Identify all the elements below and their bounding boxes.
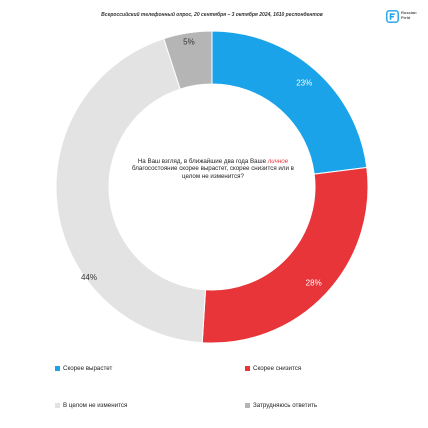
slice-decline — [201, 166, 369, 344]
slice-label-grow: 23% — [296, 78, 312, 87]
question-text-before: На Ваш взгляд, в ближайшие два года Ваше — [137, 158, 267, 165]
slice-hard-to-say — [163, 30, 213, 90]
question-highlight: личное — [267, 158, 289, 165]
logo-icon — [386, 10, 399, 23]
slice-label-no-change: 44% — [81, 273, 97, 282]
russian-field-logo: Russian Field — [386, 9, 426, 25]
header: Всероссийский телефонный опрос, 20 сентя… — [0, 9, 428, 25]
slice-label-hard-to-say: 5% — [183, 37, 195, 46]
center-question: На Ваш взгляд, в ближайшие два года Ваше… — [130, 158, 296, 180]
slice-label-decline: 28% — [306, 278, 322, 287]
slice-grow — [211, 30, 368, 175]
slice-no-change — [55, 38, 207, 344]
question-text-after: благосостояние скорее вырастет, скорее с… — [132, 165, 294, 180]
survey-source-text: Всероссийский телефонный опрос, 20 сентя… — [101, 12, 323, 18]
logo-text: Russian Field — [401, 10, 417, 20]
